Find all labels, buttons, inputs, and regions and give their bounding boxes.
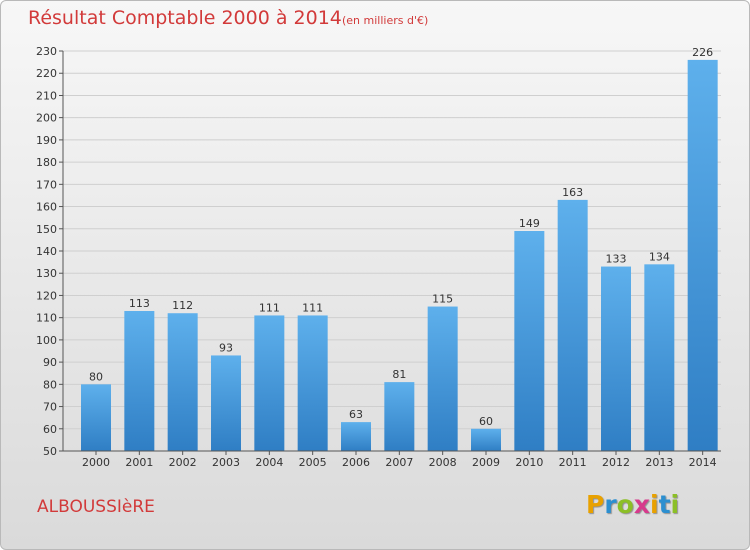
- bar-2008: [427, 306, 458, 451]
- y-tick-label: 130: [36, 267, 57, 280]
- bar-2010: [514, 231, 545, 451]
- bar-2007: [384, 382, 415, 451]
- y-tick-label: 140: [36, 245, 57, 258]
- x-tick-label-2010: 2010: [515, 456, 543, 469]
- x-tick-label-2008: 2008: [429, 456, 457, 469]
- bar-2012: [601, 266, 631, 451]
- value-label-2002: 112: [172, 299, 193, 312]
- commune-name: ALBOUSSIèRE: [37, 497, 155, 517]
- logo-letter: t: [658, 490, 671, 519]
- x-tick-label-2011: 2011: [559, 456, 587, 469]
- value-label-2006: 63: [349, 408, 363, 421]
- x-axis: 2000 2001 2002 2003 2004 2005 2006 2007 2008 2009…: [63, 450, 721, 469]
- y-tick-label: 160: [36, 201, 57, 214]
- value-label-2000: 80: [89, 370, 103, 383]
- x-tick-label-2012: 2012: [602, 456, 630, 469]
- y-tick-label: 200: [36, 112, 57, 125]
- y-tick-label: 90: [43, 356, 57, 369]
- value-label-2005: 111: [302, 301, 323, 314]
- x-tick-label-2007: 2007: [385, 456, 413, 469]
- proxiti-logo: Proxiti: [586, 490, 679, 519]
- value-label-2009: 60: [479, 415, 493, 428]
- value-label-2004: 111: [259, 301, 280, 314]
- y-tick-label: 100: [36, 334, 57, 347]
- x-tick-label-2014: 2014: [689, 456, 717, 469]
- bars: 80 113 112 93 111 111 63 81 115 60 149 163 133 134 226: [81, 46, 718, 452]
- value-label-2010: 149: [519, 217, 540, 230]
- x-tick-label-2003: 2003: [212, 456, 240, 469]
- value-label-2011: 163: [562, 186, 583, 199]
- bar-2006: [341, 422, 371, 451]
- bar-2013: [644, 264, 675, 451]
- logo-letter: P: [586, 490, 605, 519]
- y-tick-label: 50: [43, 445, 57, 458]
- y-tick-label: 150: [36, 223, 57, 236]
- y-tick-label: 120: [36, 289, 57, 302]
- x-tick-label-2000: 2000: [82, 456, 110, 469]
- x-tick-label-2005: 2005: [299, 456, 327, 469]
- logo-letter: i: [650, 490, 659, 519]
- x-tick-label-2001: 2001: [125, 456, 153, 469]
- y-tick-label: 70: [43, 401, 57, 414]
- x-tick-label-2013: 2013: [645, 456, 673, 469]
- y-tick-label: 80: [43, 378, 57, 391]
- value-label-2001: 113: [129, 297, 150, 310]
- x-tick-label-2006: 2006: [342, 456, 370, 469]
- value-label-2013: 134: [649, 250, 670, 263]
- value-label-2012: 133: [606, 253, 627, 266]
- y-tick-label: 210: [36, 89, 57, 102]
- chart-title: Résultat Comptable 2000 à 2014: [28, 7, 342, 29]
- chart-subtitle: (en milliers d'€): [342, 14, 429, 27]
- x-tick-label-2004: 2004: [255, 456, 283, 469]
- bar-2004: [254, 315, 285, 451]
- logo-letter: i: [670, 490, 680, 519]
- y-tick-label: 190: [36, 134, 57, 147]
- bar-2002: [167, 313, 198, 451]
- y-tick-label: 60: [43, 423, 57, 436]
- bar-2003: [211, 355, 241, 451]
- bar-2009: [471, 428, 501, 451]
- y-tick-label: 220: [36, 67, 57, 80]
- value-label-2003: 93: [219, 341, 233, 354]
- bar-2005: [297, 315, 328, 451]
- logo-letter: r: [604, 490, 617, 519]
- logo-letter: o: [616, 490, 634, 519]
- y-tick-label: 110: [36, 312, 57, 325]
- y-tick-label: 180: [36, 156, 57, 169]
- bar-2011: [557, 199, 588, 451]
- bar-2014: [687, 59, 718, 452]
- value-label-2008: 115: [432, 293, 453, 306]
- value-label-2014: 226: [692, 46, 713, 59]
- logo-letter: x: [633, 490, 650, 519]
- bar-2001: [124, 311, 155, 451]
- y-tick-label: 230: [36, 45, 57, 58]
- x-tick-label-2009: 2009: [472, 456, 500, 469]
- x-tick-label-2002: 2002: [169, 456, 197, 469]
- y-axis: 50 60 70 80 90 100 110 120 130 140 150 160 170 180 190…: [36, 45, 64, 458]
- bar-2000: [81, 384, 111, 451]
- value-label-2007: 81: [392, 368, 406, 381]
- y-tick-label: 170: [36, 178, 57, 191]
